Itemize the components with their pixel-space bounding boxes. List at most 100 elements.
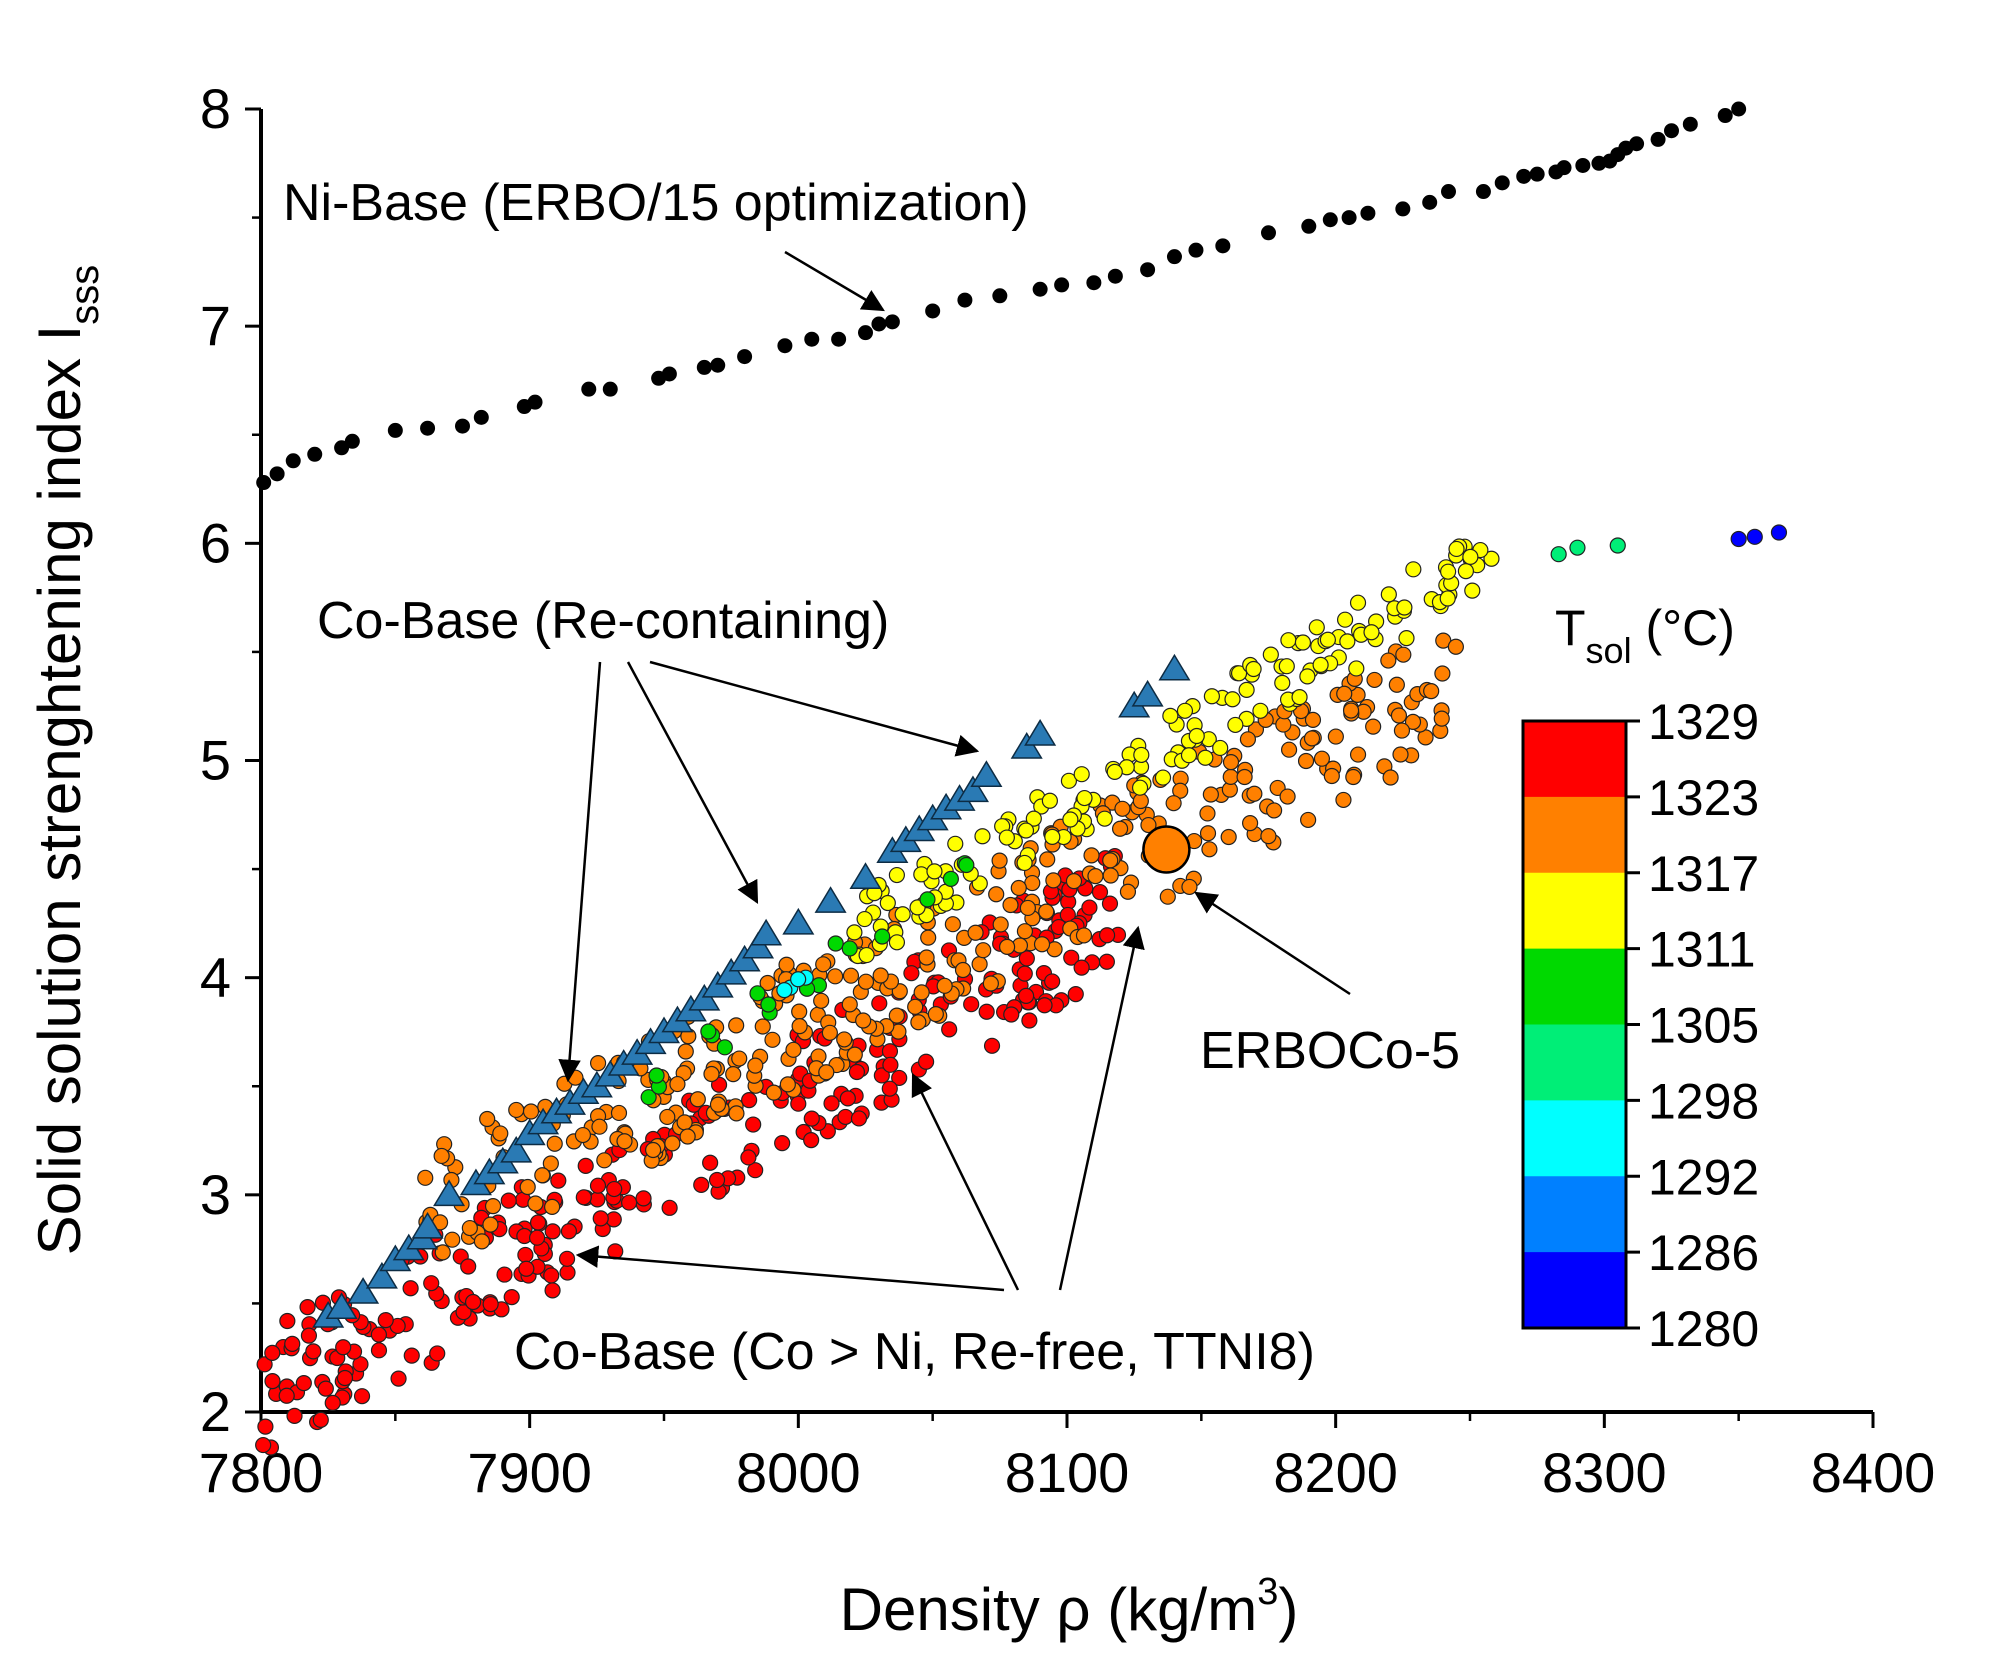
data-point — [299, 1299, 316, 1316]
data-point — [823, 1095, 840, 1112]
data-point — [455, 418, 470, 434]
data-point — [975, 942, 992, 959]
data-point — [1181, 878, 1198, 896]
arrow-co-re-1 — [558, 661, 602, 1083]
annotations: Ni-Base (ERBO/15 optimization) Co-Base (… — [283, 174, 1460, 1381]
y-ticks: 2 3 4 5 6 7 8 — [200, 77, 261, 1443]
data-point — [1220, 828, 1237, 846]
data-point — [1067, 985, 1084, 1003]
data-point — [725, 1066, 742, 1083]
data-point — [920, 929, 937, 946]
data-point — [858, 325, 873, 341]
data-point — [791, 1018, 808, 1035]
data-point — [1313, 750, 1331, 767]
data-point — [434, 1244, 451, 1261]
data-point — [1222, 754, 1240, 771]
data-point — [1245, 660, 1262, 678]
data-point — [1010, 879, 1027, 897]
data-point — [776, 982, 793, 999]
data-point — [635, 1190, 652, 1207]
data-point — [846, 924, 863, 941]
data-point — [460, 1258, 477, 1275]
data-point — [1448, 540, 1465, 558]
data-point — [1073, 766, 1090, 783]
x-tick-label: 8000 — [736, 1441, 861, 1504]
colorbar-band — [1523, 1100, 1626, 1177]
data-point — [1382, 769, 1399, 786]
data-point — [1025, 810, 1042, 827]
data-point — [1041, 792, 1058, 809]
data-point — [1629, 136, 1645, 152]
data-point — [1106, 763, 1123, 780]
colorbar-tick-label: 1329 — [1648, 694, 1759, 750]
data-point — [1308, 619, 1325, 636]
data-point — [836, 1031, 853, 1048]
data-point — [473, 1233, 491, 1250]
data-point — [285, 453, 301, 469]
data-point — [645, 1141, 662, 1159]
data-point — [370, 1342, 388, 1359]
colorbar: Tsol (°C) 1329 1323 1317 1311 1305 1298 1292 12… — [1521, 600, 1759, 1357]
data-point — [1423, 683, 1440, 700]
data-point — [317, 1380, 334, 1397]
data-point — [1262, 646, 1279, 663]
data-point — [429, 1345, 446, 1362]
data-point — [335, 1339, 352, 1356]
data-point — [606, 1180, 623, 1198]
data-point — [325, 1292, 358, 1320]
data-point — [423, 1275, 440, 1292]
colorbar-tick-label: 1311 — [1648, 922, 1756, 978]
data-point — [882, 1056, 899, 1073]
data-point — [334, 440, 350, 456]
data-point — [1335, 791, 1352, 809]
data-point — [688, 983, 721, 1011]
x-tick-label: 8200 — [1273, 1441, 1398, 1504]
data-point — [1076, 789, 1093, 807]
arrow-co-free-3 — [1058, 925, 1145, 1291]
data-point — [988, 886, 1005, 903]
arrow-co-re-3 — [649, 660, 980, 757]
data-point — [992, 916, 1009, 933]
data-point — [879, 894, 896, 912]
data-point — [324, 1394, 341, 1411]
data-point — [963, 996, 980, 1013]
data-point — [842, 967, 860, 984]
data-point — [284, 1335, 301, 1352]
data-point — [1166, 249, 1182, 265]
data-point — [542, 1155, 559, 1172]
data-point — [1650, 131, 1666, 147]
data-point — [257, 1418, 274, 1435]
data-point — [1102, 867, 1119, 884]
data-point — [278, 1387, 295, 1404]
data-point — [659, 1108, 676, 1126]
data-point — [377, 1312, 394, 1329]
data-point — [1322, 212, 1338, 228]
arrow-ni-base — [784, 250, 885, 312]
colorbar-band — [1523, 1176, 1626, 1253]
data-point — [1433, 710, 1450, 727]
annotation-erboco5: ERBOCo-5 — [1200, 1022, 1460, 1080]
data-point — [745, 1116, 762, 1133]
data-point — [1483, 550, 1500, 567]
data-point — [1131, 779, 1149, 796]
data-point — [871, 995, 888, 1012]
data-point — [1073, 959, 1090, 976]
data-point — [602, 381, 618, 397]
data-point — [881, 1043, 899, 1060]
data-point — [855, 1012, 872, 1029]
data-point — [1422, 194, 1438, 210]
data-point — [473, 409, 489, 425]
data-point — [992, 288, 1008, 304]
data-point — [888, 866, 905, 884]
data-point — [701, 970, 734, 998]
data-point — [710, 357, 726, 373]
data-point — [1140, 262, 1156, 278]
data-point — [1380, 586, 1397, 603]
data-point — [1172, 782, 1189, 799]
data-point — [728, 1105, 745, 1122]
data-point — [1159, 888, 1176, 905]
data-point — [269, 466, 285, 482]
data-point — [1278, 658, 1295, 675]
series-co-base-re-containing — [312, 653, 1191, 1328]
data-point — [814, 886, 847, 913]
